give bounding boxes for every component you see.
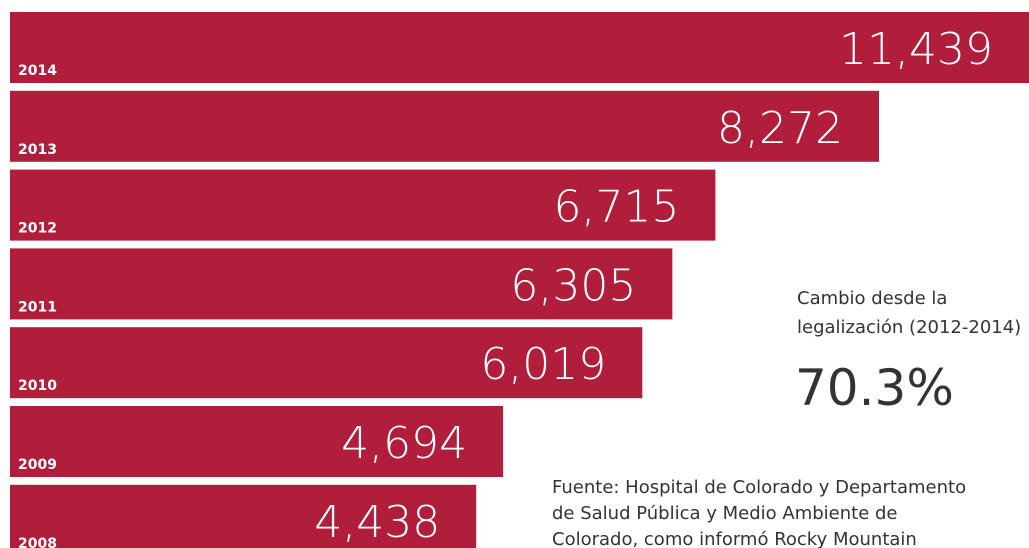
bar <box>10 12 1029 83</box>
source-line: de Salud Pública y Medio Ambiente de <box>552 503 898 524</box>
source-line: Colorado, como informó Rocky Mountain <box>552 529 917 548</box>
callout-line: Cambio desde la <box>797 288 947 309</box>
bar <box>10 406 504 477</box>
bar <box>10 90 879 162</box>
value-label: 8,272 <box>717 103 843 154</box>
y-tick-label: 2012 <box>18 221 57 237</box>
value-label: 6,305 <box>510 260 636 311</box>
source-line: Fuente: Hospital de Colorado y Departame… <box>552 477 966 498</box>
y-tick-label: 2013 <box>18 142 57 158</box>
value-label: 4,438 <box>314 497 440 548</box>
value-label: 4,694 <box>341 418 467 469</box>
bar <box>10 248 673 320</box>
callout-line: legalización (2012-2014) <box>797 317 1021 338</box>
y-tick-label: 2014 <box>18 63 57 79</box>
bar <box>10 327 643 399</box>
value-label: 6,019 <box>480 339 606 390</box>
bar <box>10 169 716 241</box>
y-tick-label: 2011 <box>18 299 57 315</box>
y-tick-label: 2009 <box>18 457 57 473</box>
y-tick-label: 2010 <box>18 378 57 394</box>
bar <box>10 484 477 548</box>
value-label: 6,715 <box>553 182 679 233</box>
y-tick-label: 2008 <box>18 536 57 548</box>
value-label: 11,439 <box>839 24 993 75</box>
callout-stat: 70.3% <box>795 359 954 417</box>
